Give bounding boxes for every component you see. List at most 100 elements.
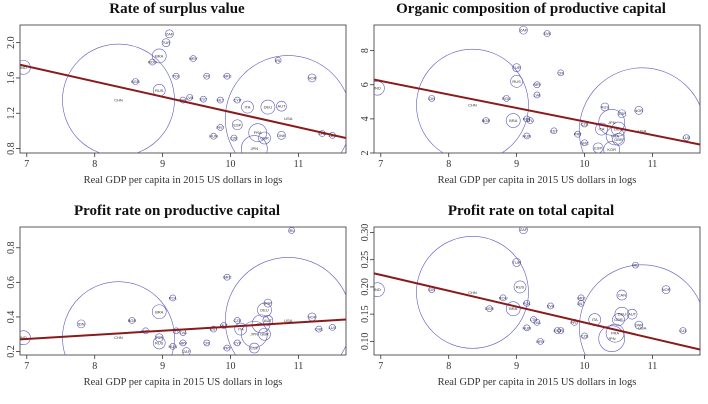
point-label: POL [523,116,532,121]
data-point [592,142,604,153]
data-point [182,347,191,355]
point-label: ITA [599,127,605,132]
point-label: RUS [155,88,164,93]
data-point [276,100,287,112]
data-point [486,305,493,313]
point-label: DNK [277,133,286,138]
data-point [616,289,628,301]
data-point [578,67,700,153]
y-tick-label: 1.6 [6,72,17,85]
y-tick-label: 2 [360,151,371,156]
point-label: RUS [155,340,164,345]
point-label: HUN [522,325,531,330]
data-point [329,324,336,331]
point-label: SGP [618,111,627,116]
data-point [189,55,197,62]
point-label: LUX [683,135,691,140]
x-axis-label: Real GDP per capita in 2015 US dollars i… [84,175,283,186]
point-label: BGR [482,118,491,123]
data-point [179,339,187,347]
data-point [550,127,558,135]
point-label: CHN [468,290,477,295]
point-label: DEU [618,312,627,317]
point-label: CZE [233,318,241,323]
data-point [241,100,254,114]
data-point [523,324,531,332]
point-label: MLT [217,98,225,103]
x-tick-label: 10 [580,159,590,170]
fit-line [374,78,700,146]
point-label: USA [284,318,293,323]
data-point [277,131,286,140]
point-label: PRT [574,132,582,137]
y-tick-label: 0.25 [360,251,371,269]
data-point [220,322,228,329]
point-label: CYP [233,98,242,103]
data-point [210,325,217,333]
point-label: BRA [509,306,518,311]
point-label: GRC [223,74,232,79]
point-label: TUR [155,335,163,340]
x-tick-label: 8 [446,361,451,372]
data-point [510,75,523,88]
chart-profit-rate-productive: Profit rate on productive capital IND CHN… [0,202,354,404]
point-label: PRT [223,346,231,351]
point-label: CAN [618,293,627,298]
plot-frame [373,226,701,356]
data-point [513,280,527,294]
point-label: NOR [308,75,317,80]
data-point [172,72,180,80]
point-label: FRA [254,130,262,135]
chart-title: Profit rate on productive capital [73,203,281,219]
point-label: LTU [527,118,534,123]
point-label: AUT [628,312,637,317]
data-point [683,134,690,141]
point-label: HRV [189,56,198,61]
point-label: DEU [260,308,269,313]
data-point [598,108,626,136]
x-tick-label: 10 [226,361,236,372]
x-tick-label: 9 [160,361,165,372]
point-label: HUN [522,133,531,138]
data-point [315,325,323,333]
data-point [258,131,271,145]
data-point [234,317,241,324]
x-tick-label: 11 [294,361,304,372]
data-point [210,132,217,140]
point-label: SVK [547,303,555,308]
data-point [258,327,271,341]
point-label: ZAF [166,31,174,36]
fit-line [374,272,700,351]
data-point [224,257,346,355]
data-point [581,332,588,340]
point-label: CRI [557,328,564,333]
chart-plot: INDCHNIDNBGRBRAROUTURRUSPOLLTULVAHRVHUNZ… [6,226,347,388]
data-point [149,58,156,66]
data-point [374,282,385,297]
point-label: IDN [78,321,85,326]
y-tick-label: 0.8 [6,142,17,155]
data-point [577,294,585,302]
x-tick-label: 10 [580,361,590,372]
point-label: DEU [264,105,273,110]
y-tick-label: 0.8 [6,242,17,255]
data-point [533,319,541,326]
data-point [598,325,626,352]
point-label: AUS [601,104,610,109]
y-tick-label: 0.10 [360,333,371,351]
data-point [537,338,544,345]
point-label: GBR [614,317,623,322]
data-point [248,123,268,142]
point-label: ITA [238,327,244,332]
plot-frame [373,24,701,154]
point-label: POL [169,295,178,300]
y-tick-label: 2.0 [6,36,17,49]
point-label: NOR [634,108,643,113]
data-point [154,333,164,343]
point-label: JPN [608,120,616,125]
point-label: CHN [468,103,477,108]
data-point [526,117,534,124]
point-label: DNK [635,323,644,328]
point-label: LVA [180,330,187,335]
point-label: ITA [245,105,251,110]
